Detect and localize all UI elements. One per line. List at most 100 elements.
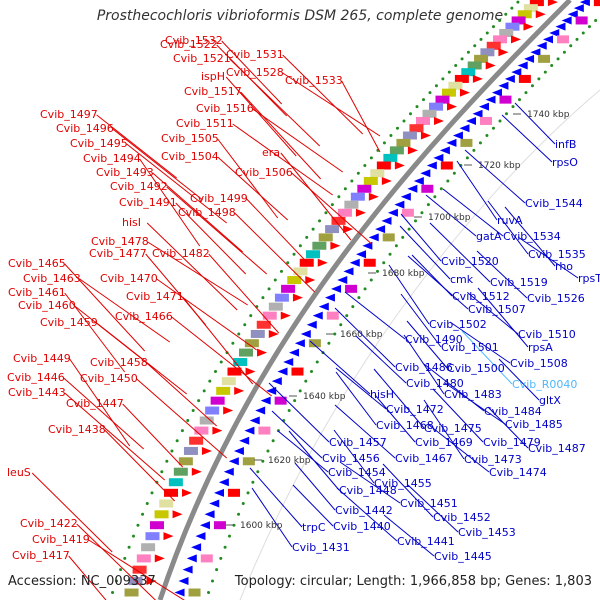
left-gene-label[interactable]: Cvib_1438	[48, 423, 106, 436]
left-gene-label[interactable]: Cvib_1478	[91, 235, 149, 248]
right-gene-label[interactable]: Cvib_1519	[490, 276, 548, 289]
right-gene-label[interactable]: Cvib_1483	[444, 388, 502, 401]
right-gene-label[interactable]: Cvib_1479	[483, 436, 541, 449]
left-gene-label[interactable]: Cvib_1465	[8, 257, 66, 270]
right-gene-label[interactable]: Cvib_1469	[415, 436, 473, 449]
left-gene-label[interactable]: Cvib_1447	[66, 397, 124, 410]
right-gene-label[interactable]: Cvib_1480	[406, 377, 464, 390]
left-gene-label[interactable]: Cvib_1533	[285, 74, 343, 87]
left-gene-label[interactable]: Cvib_1511	[176, 117, 234, 130]
right-gene-label[interactable]: trpC	[302, 521, 326, 534]
right-gene-label[interactable]: rho	[555, 260, 573, 273]
right-gene-label[interactable]: Cvib_1534	[503, 230, 561, 243]
right-gene-label[interactable]: Cvib_1448	[339, 484, 397, 497]
left-gene-label[interactable]: Cvib_1459	[40, 316, 98, 329]
right-gene-label[interactable]: Cvib_1431	[292, 541, 350, 554]
right-gene-label[interactable]: Cvib_1507	[468, 303, 526, 316]
left-gene-label[interactable]: hisI	[122, 216, 141, 229]
right-gene-label[interactable]: Cvib_1535	[528, 248, 586, 261]
left-gene-label[interactable]: Cvib_1516	[196, 102, 254, 115]
right-gene-label[interactable]: Cvib_1468	[376, 419, 434, 432]
right-gene-label[interactable]: gatA	[476, 230, 502, 243]
left-gene-label[interactable]: Cvib_1449	[13, 352, 71, 365]
right-gene-label[interactable]: ruvA	[497, 214, 523, 227]
right-gene-label[interactable]: Cvib_1544	[525, 197, 583, 210]
left-gene-label[interactable]: Cvib_1461	[8, 286, 66, 299]
right-gene-label[interactable]: Cvib_1501	[441, 341, 499, 354]
left-gene-label[interactable]: Cvib_1446	[7, 371, 65, 384]
forward-gene-arrow	[459, 88, 470, 97]
left-gene-label[interactable]: Cvib_1463	[23, 272, 81, 285]
left-gene-label[interactable]: Cvib_1498	[178, 206, 236, 219]
left-gene-label[interactable]: Cvib_1495	[70, 137, 128, 150]
right-gene-label[interactable]: Cvib_1486	[395, 361, 453, 374]
left-gene-label[interactable]: Cvib_1505	[161, 132, 219, 145]
left-gene-label[interactable]: Cvib_1506	[235, 166, 293, 179]
right-gene-label[interactable]: Cvib_1456	[322, 452, 380, 465]
left-gene-label[interactable]: Cvib_1477	[89, 247, 147, 260]
right-gene-label[interactable]: Cvib_R0040	[512, 378, 577, 391]
right-gene-label[interactable]: Cvib_1472	[386, 403, 444, 416]
right-gene-label[interactable]: Cvib_1510	[518, 328, 576, 341]
left-gene-label[interactable]: Cvib_1422	[20, 517, 78, 530]
left-gene-label[interactable]: Cvib_1492	[110, 180, 168, 193]
right-gene-label[interactable]: Cvib_1520	[441, 255, 499, 268]
right-gene-label[interactable]: Cvib_1508	[510, 357, 568, 370]
right-gene-label[interactable]: Cvib_1445	[434, 550, 492, 563]
right-gene-label[interactable]: Cvib_1487	[528, 442, 586, 455]
left-gene-label[interactable]: era	[262, 146, 280, 159]
left-gene-label[interactable]: Cvib_1466	[115, 310, 173, 323]
right-gene-label[interactable]: Cvib_1502	[429, 318, 487, 331]
right-gene-label[interactable]: Cvib_1455	[374, 477, 432, 490]
left-gene-label[interactable]: Cvib_1460	[18, 299, 76, 312]
left-gene-label[interactable]: Cvib_1532	[165, 34, 223, 47]
left-gene-label[interactable]: Cvib_1470	[100, 272, 158, 285]
right-gene-label[interactable]: Cvib_1457	[329, 436, 387, 449]
right-gene-label[interactable]: gltX	[539, 394, 561, 407]
left-gene-label[interactable]: Cvib_1458	[90, 356, 148, 369]
right-gene-label[interactable]: cmk	[450, 273, 474, 286]
right-gene-label[interactable]: Cvib_1475	[424, 422, 482, 435]
right-gene-label[interactable]: Cvib_1440	[333, 520, 391, 533]
left-gene-label[interactable]: Cvib_1493	[96, 166, 154, 179]
right-gene-label[interactable]: Cvib_1485	[505, 418, 563, 431]
left-gene-label[interactable]: Cvib_1443	[8, 386, 66, 399]
right-gene-label[interactable]: Cvib_1467	[395, 452, 453, 465]
right-gene-label[interactable]: rpsO	[552, 156, 578, 169]
left-gene-label[interactable]: Cvib_1517	[184, 85, 242, 98]
right-gene-label[interactable]: rpsA	[528, 341, 553, 354]
right-gene-label[interactable]: infB	[555, 138, 576, 151]
right-gene-label[interactable]: Cvib_1512	[452, 290, 510, 303]
right-gene-label[interactable]: Cvib_1451	[400, 497, 458, 510]
left-gene-label[interactable]: Cvib_1522	[160, 38, 218, 51]
right-gene-label[interactable]: Cvib_1484	[484, 405, 542, 418]
right-gene-label[interactable]: rpsT	[578, 272, 600, 285]
left-gene-label[interactable]: Cvib_1504	[161, 150, 219, 163]
left-gene-label[interactable]: Cvib_1482	[152, 247, 210, 260]
left-gene-label[interactable]: Cvib_1417	[12, 549, 70, 562]
right-gene-label[interactable]: hisH	[370, 388, 394, 401]
left-gene-label[interactable]: Cvib_1531	[226, 48, 284, 61]
left-gene-label[interactable]: ispH	[201, 70, 225, 83]
right-gene-label[interactable]: Cvib_1500	[447, 362, 505, 375]
left-gene-label[interactable]: Cvib_1497	[40, 108, 98, 121]
left-gene-label[interactable]: leuS	[7, 466, 31, 479]
left-gene-label[interactable]: Cvib_1494	[83, 152, 141, 165]
right-gene-label[interactable]: Cvib_1490	[405, 333, 463, 346]
right-gene-label[interactable]: Cvib_1473	[464, 453, 522, 466]
right-gene-label[interactable]: Cvib_1453	[458, 526, 516, 539]
right-gene-label[interactable]: Cvib_1454	[328, 466, 386, 479]
right-gene-label[interactable]: Cvib_1474	[489, 466, 547, 479]
right-gene-label[interactable]: Cvib_1526	[527, 292, 585, 305]
left-gene-label[interactable]: Cvib_1471	[126, 290, 184, 303]
left-gene-label[interactable]: Cvib_1528	[226, 66, 284, 79]
right-gene-label[interactable]: Cvib_1452	[433, 511, 491, 524]
left-gene-label[interactable]: Cvib_1419	[32, 533, 90, 546]
right-gene-label[interactable]: Cvib_1441	[397, 535, 455, 548]
left-gene-label[interactable]: Cvib_1499	[190, 192, 248, 205]
left-gene-label[interactable]: Cvib_1491	[119, 196, 177, 209]
left-gene-label[interactable]: Cvib_1496	[56, 122, 114, 135]
left-gene-label[interactable]: Cvib_1450	[80, 372, 138, 385]
left-gene-label[interactable]: Cvib_1521	[173, 52, 231, 65]
right-gene-label[interactable]: Cvib_1442	[335, 504, 393, 517]
